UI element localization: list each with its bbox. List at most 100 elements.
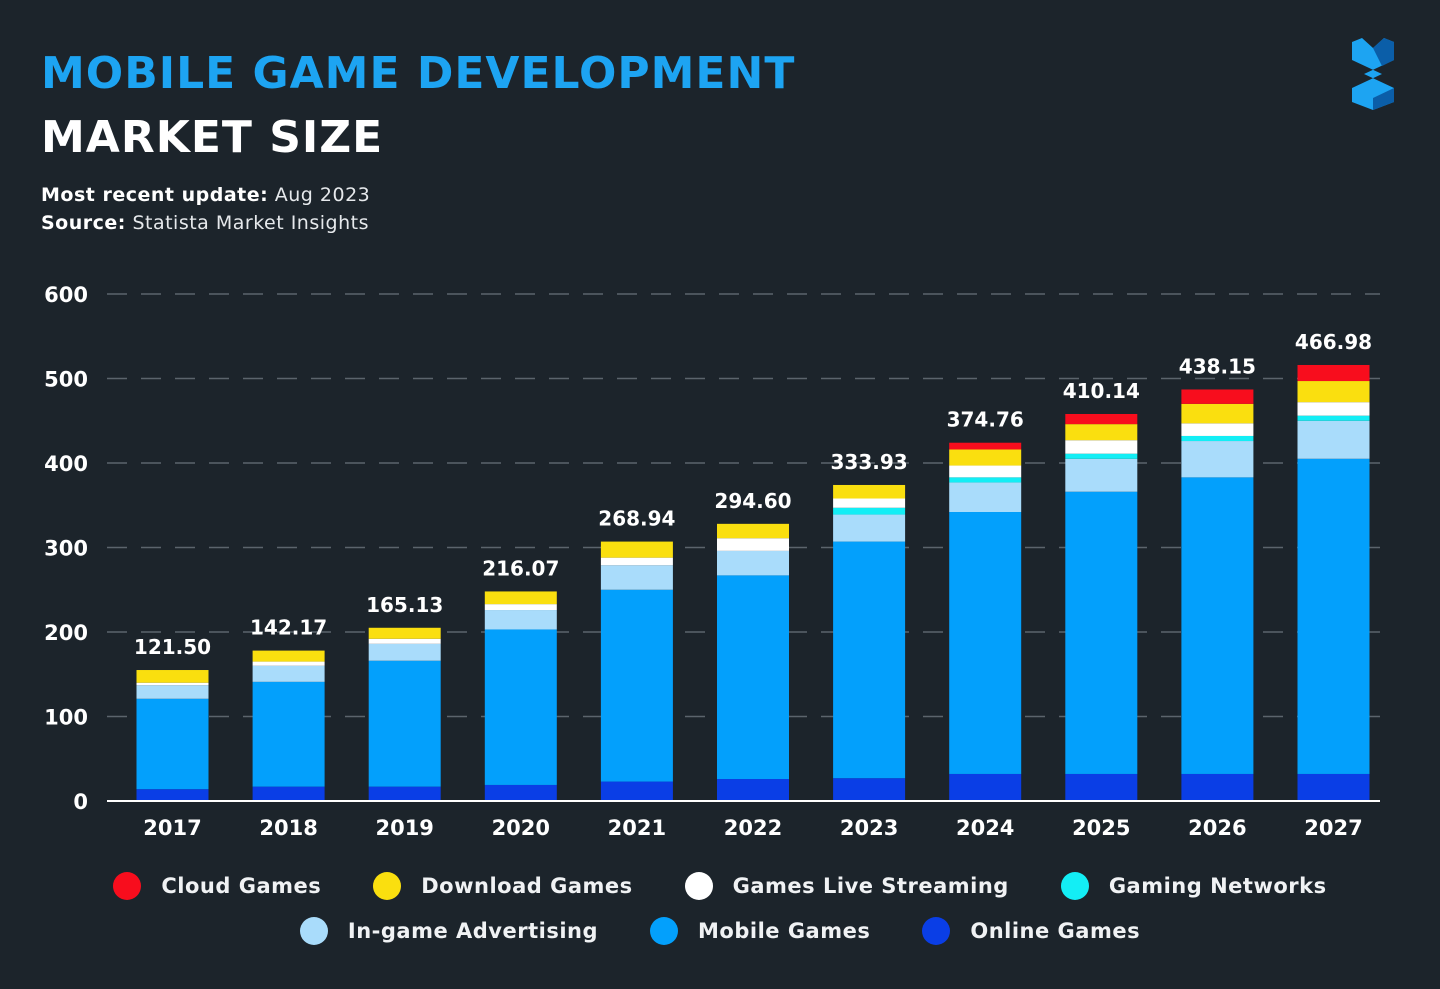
bar-segment [949, 465, 1022, 478]
bar-segment [252, 681, 325, 787]
bar-segment [252, 786, 325, 801]
bar-segment [600, 565, 673, 590]
bar-total-label: 121.50 [134, 635, 211, 659]
bar-segment [484, 629, 557, 785]
bar-segment [949, 442, 1022, 450]
bar-segment [484, 604, 557, 611]
y-tick-label: 200 [44, 621, 88, 645]
bar-segment [136, 698, 209, 790]
bar-segment [484, 784, 557, 801]
bar-segment [368, 643, 441, 661]
bar-segment [368, 638, 441, 644]
bar-segment [1181, 403, 1254, 424]
bar-segment [1065, 440, 1138, 454]
bar-segment [484, 591, 557, 605]
legend-label: Online Games [970, 919, 1141, 943]
x-tick-label: 2021 [608, 816, 666, 840]
legend-swatch [650, 917, 679, 945]
bar-segment [600, 541, 673, 558]
x-tick-label: 2020 [492, 816, 550, 840]
bar-segment [833, 514, 906, 542]
s-shield-logo-icon [1352, 38, 1394, 110]
bar-segment [368, 660, 441, 787]
legend-label: Download Games [421, 874, 633, 898]
bar-segment [833, 507, 906, 515]
bar-segment [1181, 477, 1254, 774]
legend-label: Mobile Games [698, 919, 871, 943]
bar-segment [600, 781, 673, 801]
bar-segment [833, 778, 906, 801]
bar-segment [1181, 389, 1254, 404]
update-info: Most recent update: Aug 2023 [41, 184, 370, 206]
bar-segment [136, 789, 209, 801]
bar-segment [600, 557, 673, 566]
chart-title-line2: MARKET SIZE [41, 112, 384, 163]
x-tick-label: 2018 [259, 816, 317, 840]
bar-segment [368, 786, 441, 801]
x-tick-label: 2026 [1188, 816, 1246, 840]
bar-total-label: 268.94 [598, 507, 675, 531]
bar-segment [717, 538, 789, 551]
bar-segment [1297, 420, 1370, 459]
bar-segment [1065, 424, 1138, 441]
legend-item: Mobile Games [650, 917, 870, 945]
bar-segment [1297, 364, 1370, 382]
source-value: Statista Market Insights [132, 212, 369, 234]
x-tick-label: 2019 [375, 816, 433, 840]
update-value: Aug 2023 [274, 184, 371, 206]
bar-segment [136, 670, 209, 683]
bar-segment [1181, 423, 1254, 436]
x-tick-label: 2027 [1304, 816, 1362, 840]
bar-segment [949, 477, 1022, 483]
bar-total-label: 374.76 [947, 408, 1024, 432]
bar-segment [1181, 441, 1254, 478]
bar-segment [1065, 773, 1138, 801]
bar-segment [484, 610, 557, 630]
x-tick-label: 2022 [724, 816, 782, 840]
x-tick-label: 2025 [1072, 816, 1130, 840]
legend-row-2: In-game Advertising Mobile Games Online Ga… [0, 917, 1440, 945]
y-tick-label: 300 [44, 537, 88, 561]
bar-segment [949, 449, 1022, 466]
bar-segment [1297, 773, 1370, 801]
bar-segment [1065, 413, 1138, 425]
legend-row-1: Cloud Games Download Games Games Live Stre… [0, 872, 1440, 900]
legend-swatch [373, 872, 402, 900]
legend-label: In-game Advertising [347, 919, 599, 943]
bar-total-label: 294.60 [714, 489, 791, 513]
bar-total-label: 438.15 [1179, 354, 1256, 378]
legend-swatch [299, 917, 328, 945]
x-tick-label: 2023 [840, 816, 898, 840]
bar-segment [833, 541, 906, 779]
legend-label: Games Live Streaming [732, 874, 1009, 898]
bar-segment [1181, 435, 1254, 442]
bar-segment [1297, 402, 1370, 416]
bar-segment [949, 773, 1022, 801]
chart-title-line1: MOBILE GAME DEVELOPMENT [41, 48, 796, 99]
legend-item: In-game Advertising [299, 917, 599, 945]
bar-total-label: 466.98 [1295, 330, 1372, 354]
bar-segment [368, 627, 441, 639]
bar-segment [1065, 491, 1138, 774]
bar-total-label: 142.17 [250, 616, 327, 640]
x-tick-label: 2024 [956, 816, 1014, 840]
y-tick-label: 600 [44, 283, 88, 307]
legend-swatch [922, 917, 951, 945]
bar-segment [252, 661, 325, 666]
update-label: Most recent update: [41, 184, 269, 206]
source-info: Source: Statista Market Insights [41, 212, 369, 234]
bar-total-label: 333.93 [831, 450, 908, 474]
y-tick-label: 100 [44, 706, 88, 730]
legend-item: Cloud Games [113, 872, 321, 900]
legend-swatch [684, 872, 713, 900]
legend-swatch [1060, 872, 1089, 900]
source-label: Source: [41, 212, 126, 234]
legend-item: Download Games [373, 872, 632, 900]
legend-item: Gaming Networks [1060, 872, 1327, 900]
bar-segment [252, 665, 325, 682]
legend-item: Games Live Streaming [684, 872, 1009, 900]
bar-segment [600, 589, 673, 782]
bar-segment [136, 685, 209, 699]
bar-segment [717, 550, 789, 576]
